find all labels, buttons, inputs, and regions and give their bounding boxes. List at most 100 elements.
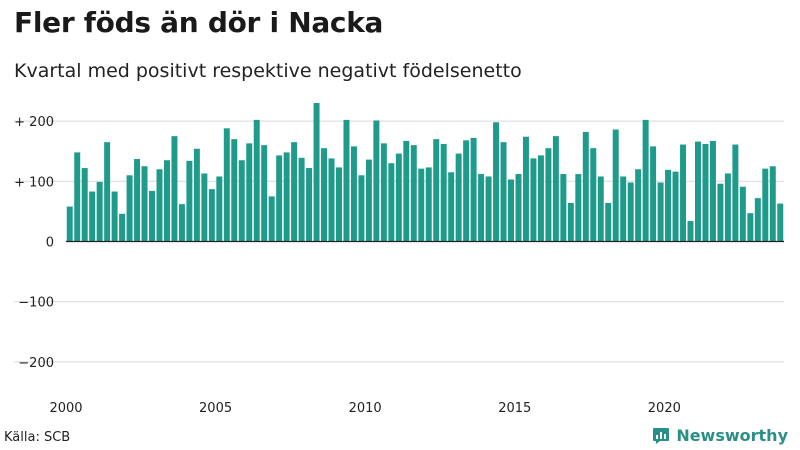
- bar-2014Q1: [485, 176, 492, 242]
- bar-2019Q3: [650, 146, 657, 242]
- x-tick-label: 2005: [199, 401, 232, 416]
- bar-2009Q1: [336, 167, 342, 242]
- bar-2001Q3: [111, 191, 118, 242]
- bar-2008Q1: [306, 168, 313, 242]
- bars: [66, 103, 784, 242]
- bar-2013Q4: [478, 174, 485, 242]
- bar-2001Q2: [104, 142, 111, 242]
- bar-2007Q4: [298, 157, 305, 242]
- bar-2009Q4: [358, 175, 365, 242]
- bar-2019Q2: [642, 119, 649, 242]
- bar-2004Q4: [208, 189, 215, 242]
- y-tick-label: + 200: [14, 115, 54, 130]
- bar-2002Q2: [134, 159, 141, 242]
- y-tick-label: + 100: [14, 175, 54, 190]
- bar-2004Q1: [186, 160, 193, 242]
- bar-2000Q2: [74, 152, 81, 242]
- bar-2008Q4: [328, 158, 335, 242]
- bar-2010Q1: [365, 159, 372, 242]
- bar-2004Q2: [193, 148, 200, 242]
- bar-2022Q3: [739, 186, 746, 242]
- bar-2021Q1: [695, 141, 701, 242]
- bar-2011Q3: [410, 145, 417, 242]
- bar-2023Q1: [754, 198, 761, 242]
- bar-2018Q2: [612, 129, 619, 242]
- bar-2015Q2: [522, 136, 529, 242]
- brand-logo[interactable]: Newsworthy: [652, 426, 788, 445]
- bar-2000Q4: [89, 191, 96, 242]
- bar-2017Q1: [575, 174, 582, 242]
- bar-2010Q3: [380, 143, 387, 242]
- bar-2018Q1: [605, 202, 612, 242]
- bar-2014Q4: [508, 179, 514, 242]
- bar-2011Q2: [403, 140, 410, 242]
- x-tick-label: 2010: [349, 401, 382, 416]
- bar-2006Q3: [261, 145, 268, 242]
- bar-2003Q2: [163, 160, 170, 242]
- bar-2015Q1: [515, 174, 522, 242]
- bar-2019Q4: [657, 182, 664, 242]
- x-tick-label: 2015: [498, 401, 531, 416]
- y-tick-label: 0: [46, 236, 54, 251]
- bar-2023Q2: [762, 168, 769, 242]
- bar-2006Q2: [253, 119, 260, 242]
- bar-2020Q2: [672, 171, 679, 242]
- bar-2015Q3: [530, 158, 537, 242]
- bar-2021Q4: [717, 183, 724, 242]
- bar-2017Q4: [597, 176, 604, 242]
- bar-2021Q2: [702, 143, 709, 242]
- bar-2005Q3: [231, 139, 238, 242]
- y-tick-label: −200: [18, 356, 54, 371]
- bar-2000Q1: [66, 206, 73, 242]
- bar-2016Q1: [545, 148, 552, 242]
- bar-2013Q3: [470, 137, 477, 242]
- bar-2008Q2: [313, 103, 320, 242]
- bar-2012Q2: [433, 139, 440, 242]
- bar-2019Q1: [635, 169, 642, 242]
- bar-2012Q3: [440, 143, 447, 242]
- bar-2020Q4: [687, 221, 694, 242]
- bar-2001Q1: [96, 181, 103, 242]
- bar-2006Q4: [268, 196, 275, 242]
- bar-2012Q4: [448, 172, 455, 242]
- bar-2010Q4: [388, 163, 395, 242]
- bar-2022Q4: [747, 213, 754, 242]
- bar-2002Q3: [141, 166, 148, 242]
- bar-2005Q1: [216, 176, 223, 242]
- bar-2011Q4: [418, 168, 425, 242]
- bar-2002Q1: [126, 175, 133, 242]
- source-note: Källa: SCB: [4, 430, 71, 445]
- bar-2015Q4: [537, 155, 544, 242]
- chart-subtitle: Kvartal med positivt respektive negativt…: [14, 60, 522, 82]
- bar-2010Q2: [373, 120, 380, 242]
- bar-2017Q2: [582, 131, 589, 242]
- bar-2022Q1: [724, 173, 731, 242]
- bar-2018Q3: [620, 176, 627, 242]
- bar-2014Q2: [493, 122, 500, 242]
- bar-2009Q3: [350, 146, 357, 242]
- brand-name: Newsworthy: [676, 426, 788, 445]
- bar-2008Q3: [321, 148, 328, 242]
- newsworthy-logo-icon: [653, 427, 670, 444]
- bar-2020Q3: [680, 144, 687, 242]
- bar-2020Q1: [665, 169, 672, 242]
- bar-2003Q1: [156, 169, 163, 242]
- bar-2003Q3: [171, 136, 178, 242]
- bar-2006Q1: [246, 143, 253, 242]
- x-axis-ticks: 2000 2005 2010 2015 2020: [49, 401, 680, 416]
- bar-2005Q2: [223, 128, 230, 242]
- bar-2007Q2: [283, 152, 290, 242]
- bar-2005Q4: [238, 160, 245, 242]
- bar-2007Q1: [276, 155, 283, 242]
- bar-2004Q3: [201, 173, 208, 242]
- bar-2002Q4: [149, 190, 155, 242]
- y-tick-label: −100: [18, 296, 54, 311]
- bar-2016Q2: [552, 136, 559, 242]
- bar-2023Q3: [769, 166, 776, 242]
- bar-2017Q3: [590, 148, 597, 242]
- y-axis-ticks: + 200 + 100 0 −100 −200: [14, 115, 54, 371]
- bar-2021Q3: [709, 140, 716, 242]
- bar-2016Q3: [560, 174, 567, 242]
- chart-title: Fler föds än dör i Nacka: [14, 6, 384, 39]
